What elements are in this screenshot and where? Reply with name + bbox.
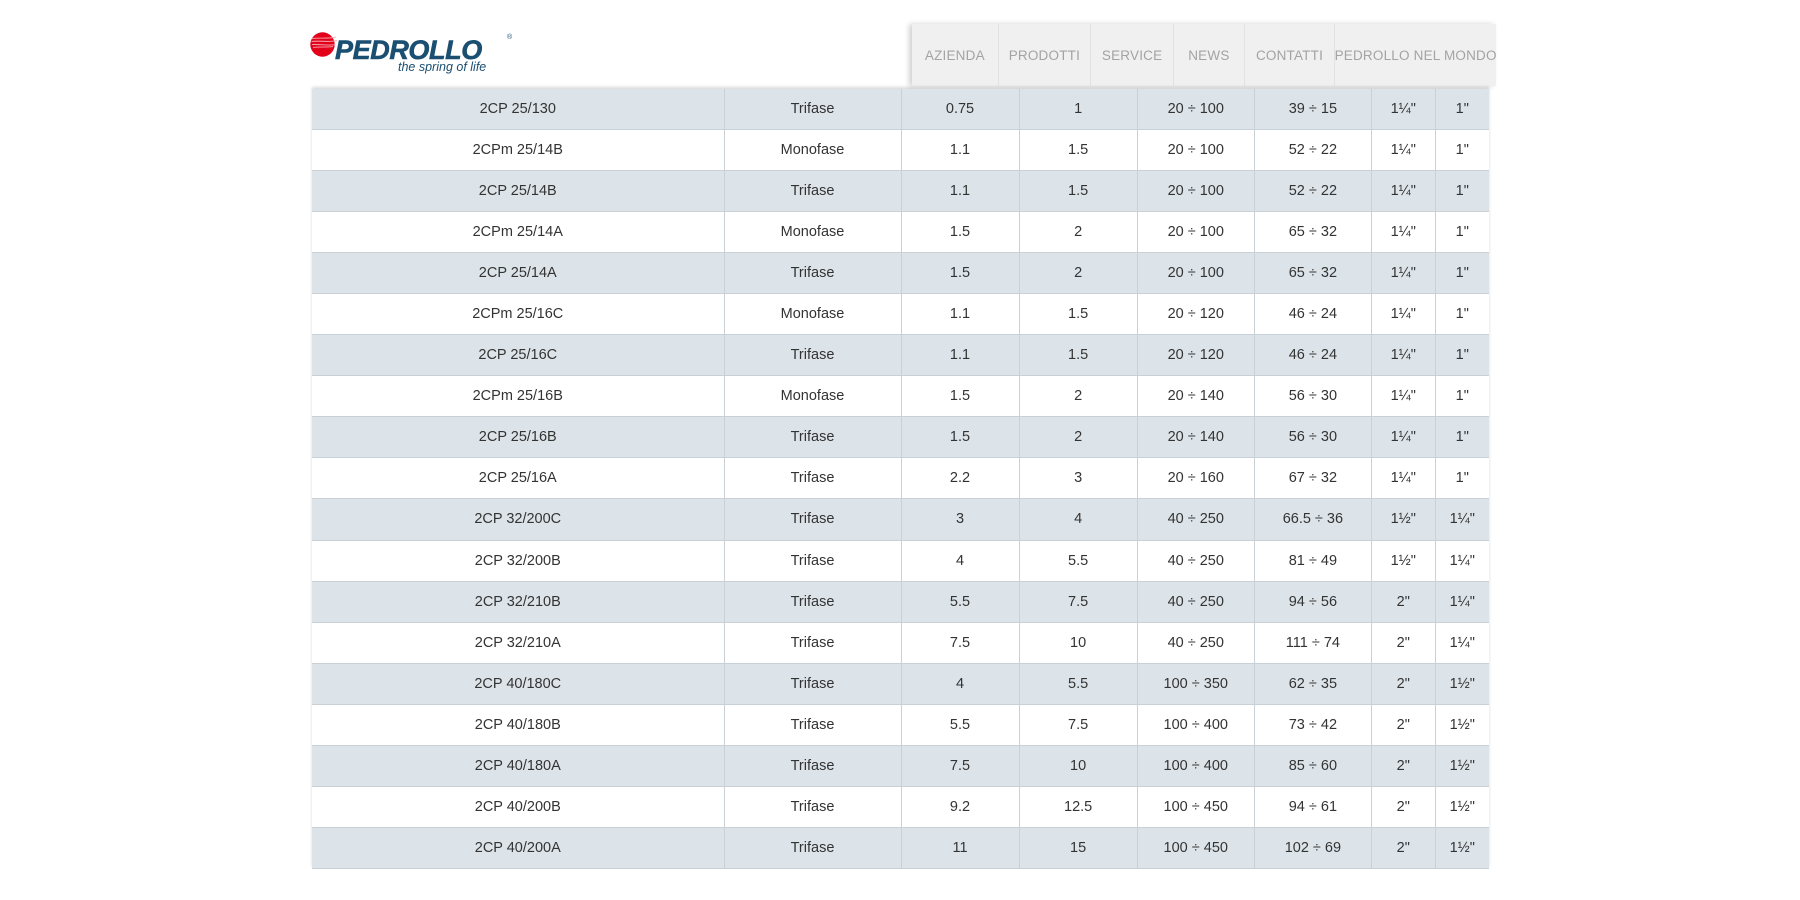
- svg-text:the spring of life: the spring of life: [398, 60, 486, 74]
- svg-text:®: ®: [507, 33, 513, 41]
